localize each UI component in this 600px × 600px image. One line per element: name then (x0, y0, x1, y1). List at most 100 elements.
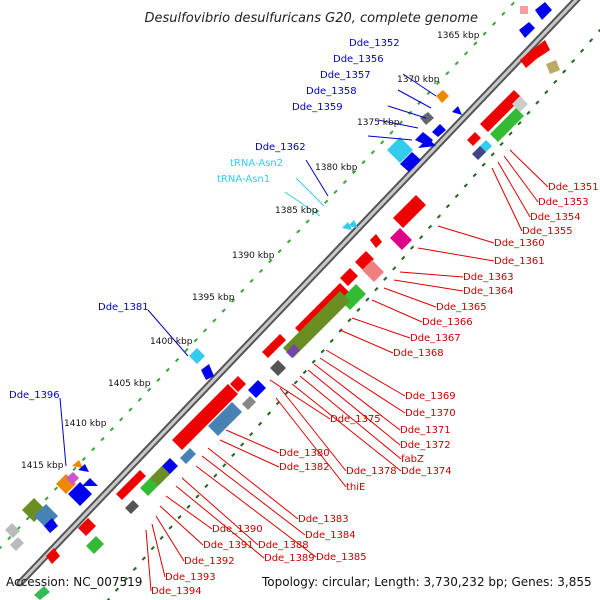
inner-tick (168, 525, 173, 530)
gene-label: Dde_1368 (393, 348, 444, 359)
kbp-marker: 1395 kbp (192, 293, 235, 303)
label-leader (225, 429, 280, 454)
outer-tick (380, 140, 385, 145)
inner-tick (472, 172, 477, 178)
forward-gene (519, 22, 535, 38)
label-leader (145, 529, 152, 592)
inner-tick (320, 349, 325, 354)
outer-tick (137, 397, 142, 402)
accession-text: Accession: NC_007519 (6, 575, 142, 589)
outer-tick (370, 150, 375, 155)
outer-tick (202, 328, 208, 333)
outer-tick (305, 219, 310, 224)
kbp-marker: 1375 kbp (357, 118, 400, 128)
inner-tick (213, 473, 218, 478)
inner-tick (114, 587, 120, 592)
feature-box (283, 291, 350, 358)
inner-tick (535, 100, 540, 105)
inner-tick (132, 566, 137, 572)
gene-features (5, 2, 560, 600)
gene-label: Dde_1351 (548, 182, 599, 193)
gene-label: Dde_1381 (98, 302, 149, 313)
gene-label: tRNA-Asn2 (230, 158, 283, 169)
inner-tick (445, 204, 451, 209)
gene-label: Dde_1357 (320, 70, 371, 81)
trna-gene (189, 348, 205, 364)
inner-tick (329, 338, 334, 344)
outer-tick (0, 545, 3, 551)
gene-label: Dde_1384 (305, 530, 356, 541)
label-leader (371, 299, 423, 323)
feature-box (66, 472, 79, 485)
kbp-marker: 1370 kbp (397, 75, 440, 85)
outer-tick (501, 11, 506, 16)
outer-tick (165, 367, 170, 373)
kbp-markers: 1365 kbp 1370 kbp 1375 kbp 1380 kbp 1385 kbp… (21, 31, 480, 471)
outer-tick (389, 130, 394, 135)
gene-label: Dde_1363 (463, 272, 514, 283)
inner-tick (490, 152, 495, 157)
label-leader (201, 455, 306, 536)
label-leader (175, 485, 265, 559)
reverse-gene (480, 90, 522, 132)
outer-tick (352, 169, 357, 175)
label-leader (279, 387, 347, 472)
outer-tick (435, 80, 441, 86)
outer-tick (333, 189, 338, 194)
inner-tick (436, 214, 442, 219)
gene-label: Dde_1360 (494, 238, 545, 249)
label-leader (284, 191, 321, 217)
reverse-gene (78, 518, 96, 536)
label-leader (509, 149, 549, 188)
reverse-gene (520, 48, 540, 68)
inner-tick (517, 121, 522, 126)
inner-tick (150, 546, 155, 551)
gene-label: Dde_1388 (258, 540, 309, 551)
outer-tick (156, 377, 161, 382)
feature-box (362, 260, 384, 282)
inner-tick (105, 597, 111, 600)
label-leader (59, 397, 67, 467)
label-leader (147, 309, 189, 357)
inner-tick (266, 411, 272, 416)
outer-tick (7, 535, 12, 541)
label-leader (491, 167, 523, 232)
reverse-gene (262, 334, 286, 358)
gene-label: Dde_1394 (151, 586, 202, 597)
outer-tick (342, 179, 348, 185)
outer-tick (91, 446, 96, 452)
outer-tick (482, 31, 487, 36)
gene-label: Dde_1366 (422, 317, 473, 328)
map-title: Desulfovibrio desulfuricans G20, complet… (144, 11, 478, 26)
gene-label: Dde_1362 (255, 142, 306, 153)
feature-box (208, 402, 242, 436)
inner-tick (410, 245, 415, 250)
reverse-gene (393, 195, 426, 228)
outer-tick (445, 71, 450, 76)
label-leader (351, 317, 411, 339)
feature-box (436, 90, 449, 103)
outer-tick (463, 51, 469, 56)
feature-box (490, 108, 524, 142)
genome-backbone (16, 0, 581, 587)
reverse-gene (467, 132, 481, 146)
feature-box (72, 460, 83, 468)
gene-label: Dde_1367 (410, 333, 461, 344)
feature-box (420, 112, 434, 125)
label-leader (417, 247, 495, 262)
inner-tick (141, 556, 146, 561)
feature-box (546, 60, 560, 74)
forward-gene (78, 464, 89, 472)
inner-tick (571, 58, 576, 64)
outer-tick (510, 1, 515, 7)
left-gene-labels: Dde_1352 Dde_1356 Dde_1357 Dde_1358 Dde_1359… (9, 38, 400, 401)
label-leader (181, 477, 259, 546)
label-leader (437, 225, 495, 244)
gene-label: Dde_1383 (298, 514, 349, 525)
label-leader (393, 279, 464, 292)
gene-label: Dde_1380 (279, 448, 330, 459)
gene-label: Dde_1396 (9, 390, 60, 401)
forward-gene (44, 518, 58, 533)
forward-gene (82, 478, 98, 486)
label-leader (497, 161, 531, 218)
